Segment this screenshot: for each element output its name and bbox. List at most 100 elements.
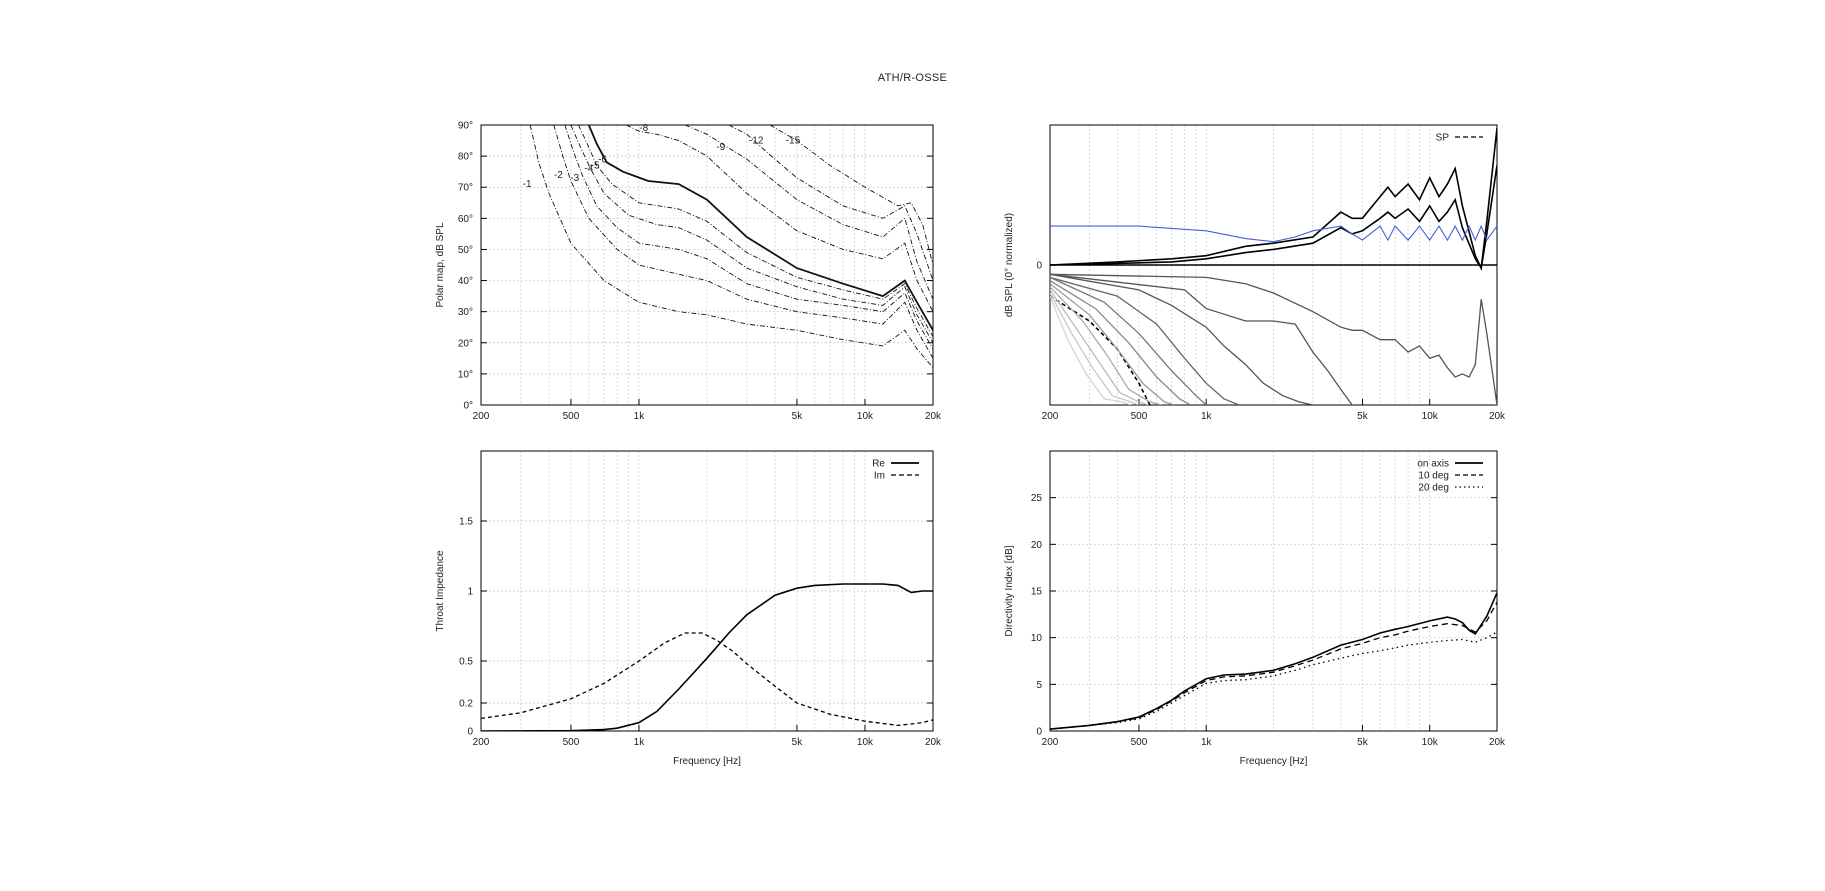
x-tick-label: 5k (792, 411, 804, 422)
y-tick-label: 40° (458, 276, 473, 287)
series-line-angle (1050, 292, 1140, 405)
legend-label: Re (872, 459, 885, 470)
chart-impedance: 200 500 1k 5k 10k 20k 0 0.2 0.5 1 1.5 Frequency [Hz… (435, 450, 942, 767)
y-tick-label: 0 (467, 727, 473, 738)
y-tick-label: 1.5 (459, 517, 473, 528)
contour-line (769, 125, 933, 266)
series-line-angle (1050, 276, 1240, 405)
series-line-re (481, 583, 933, 731)
legend-label: 10 deg (1418, 471, 1449, 482)
x-tick-label: 10k (857, 737, 874, 748)
contour-label: -6 (598, 154, 607, 165)
x-tick-label: 1k (634, 411, 646, 422)
contour-label: -4 (584, 164, 593, 175)
series-line-angle (1050, 276, 1207, 405)
x-tick-label: 200 (1042, 411, 1059, 422)
contour-line (564, 125, 933, 350)
series-line-im (481, 632, 933, 727)
x-tick-label: 10k (1422, 737, 1439, 748)
chart-polar: 200 500 1k 5k 10k 20k 0° 10° 20° 30° 40° 50° 60° 70° 8… (435, 121, 942, 423)
chart-spl: 200 500 1k 5k 10k 20k 0 dB SPL (0° normalized) S… (1004, 124, 1506, 422)
y-tick-label: 20° (458, 338, 473, 349)
x-tick-label: 20k (925, 411, 942, 422)
contour-label: -9 (716, 142, 725, 153)
y-tick-label: 0.5 (459, 657, 473, 668)
x-tick-label: 5k (1357, 411, 1369, 422)
x-tick-label: 5k (792, 737, 804, 748)
contour-line (626, 125, 933, 312)
x-tick-label: 10k (1422, 411, 1439, 422)
x-tick-label: 500 (1131, 411, 1148, 422)
legend-label: SP (1436, 133, 1450, 144)
series-line-angle (1050, 286, 1162, 405)
x-axis-label: Frequency [Hz] (673, 756, 741, 767)
contour-line (570, 125, 933, 344)
legend-label: 20 deg (1418, 483, 1449, 494)
x-tick-label: 200 (473, 411, 490, 422)
contour-label: -15 (786, 136, 801, 147)
plot-area (1050, 128, 1497, 405)
x-tick-label: 20k (1489, 411, 1506, 422)
legend-label: Im (874, 471, 885, 482)
y-tick-label: 5 (1036, 680, 1042, 691)
x-tick-label: 1k (1201, 411, 1213, 422)
contour-line (529, 125, 933, 368)
y-tick-label: 10 (1031, 633, 1043, 644)
y-tick-label: 20 (1031, 540, 1043, 551)
series-line-angle (1050, 280, 1191, 405)
contour-label: -3 (570, 173, 579, 184)
y-tick-label: 90° (458, 121, 473, 132)
series-line-10-deg (1050, 601, 1497, 730)
series-line-lower (1050, 165, 1497, 271)
y-tick-label: 70° (458, 183, 473, 194)
y-tick-label: 10° (458, 369, 473, 380)
series-line-20-deg (1050, 631, 1497, 730)
y-tick-label: 25 (1031, 493, 1043, 504)
plot-area (1050, 592, 1497, 730)
x-tick-label: 500 (563, 411, 580, 422)
contour-label: -12 (749, 136, 764, 147)
series-line-upper (1050, 128, 1497, 271)
contour-line (578, 125, 933, 337)
y-tick-label: 80° (458, 152, 473, 163)
x-tick-label: 500 (1131, 737, 1148, 748)
x-tick-label: 200 (473, 737, 490, 748)
y-tick-label: 0° (463, 401, 473, 412)
page-title: ATH/R-OSSE (877, 72, 948, 84)
series-line-angle (1050, 273, 1497, 405)
contour-line (728, 125, 933, 281)
y-tick-label: 60° (458, 214, 473, 225)
y-axis-label: dB SPL (0° normalized) (1004, 213, 1015, 317)
y-tick-label: 0 (1036, 261, 1042, 272)
contour-line (553, 125, 933, 359)
series-line-angle (1050, 273, 1314, 405)
contour-label: -8 (639, 123, 648, 134)
x-tick-label: 500 (563, 737, 580, 748)
series-line-angle (1050, 273, 1353, 405)
y-axis-label: Directivity Index [dB] (1004, 545, 1015, 636)
series-line-on-axis (1050, 592, 1497, 730)
x-tick-label: 20k (925, 737, 942, 748)
x-tick-label: 10k (857, 411, 874, 422)
x-tick-label: 1k (634, 737, 646, 748)
plot-area (529, 125, 933, 368)
chart-directivity: 200 500 1k 5k 10k 20k 0 5 10 15 20 25 Frequency [Hz]… (1004, 450, 1506, 767)
series-line-angle (1050, 295, 1132, 405)
y-tick-label: 0 (1036, 727, 1042, 738)
y-tick-label: 50° (458, 245, 473, 256)
x-tick-label: 5k (1357, 737, 1369, 748)
y-tick-label: 30° (458, 307, 473, 318)
x-axis-label: Frequency [Hz] (1240, 756, 1308, 767)
x-tick-label: 1k (1201, 737, 1213, 748)
y-tick-label: 0.2 (459, 699, 473, 710)
series-line-angle (1050, 289, 1149, 405)
y-tick-label: 1 (467, 587, 473, 598)
series-line-reference (1050, 224, 1497, 243)
legend-label: on axis (1417, 459, 1449, 470)
y-axis-label: Polar map, dB SPL (435, 222, 446, 307)
x-tick-label: 200 (1042, 737, 1059, 748)
y-tick-label: 15 (1031, 587, 1043, 598)
contour-line (587, 125, 933, 331)
x-tick-label: 20k (1489, 737, 1506, 748)
